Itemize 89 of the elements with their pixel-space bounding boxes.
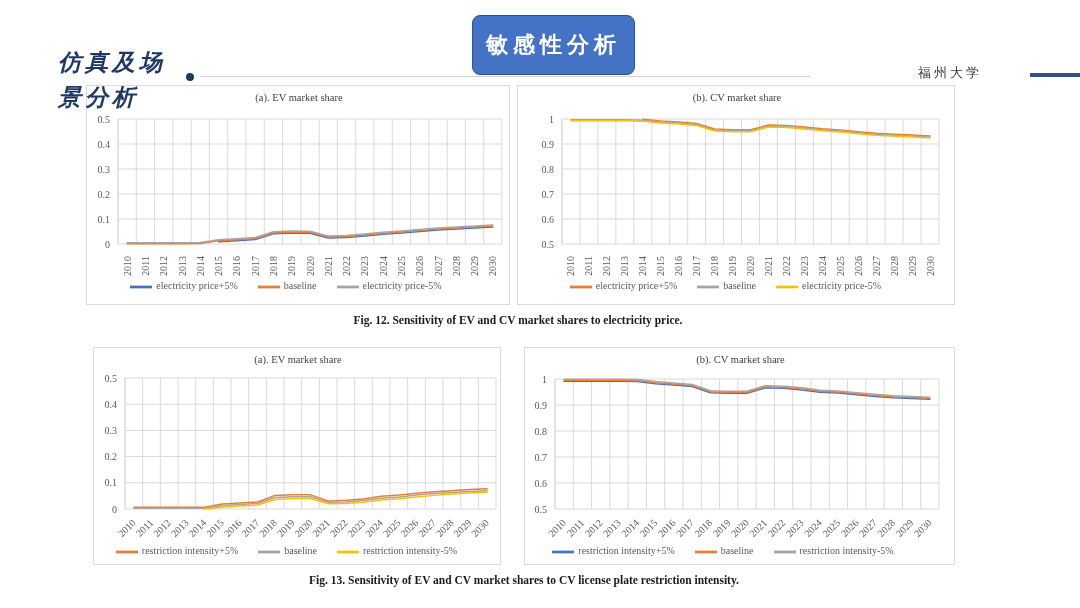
legend-label: electricity price+5% xyxy=(156,280,238,292)
y-tick-label: 1 xyxy=(542,373,547,385)
y-tick-label: 0.9 xyxy=(534,399,547,411)
legend-label: baseline xyxy=(283,280,317,292)
x-tick-label: 2013 xyxy=(176,256,188,276)
line-series xyxy=(642,118,931,137)
line-series xyxy=(203,491,488,510)
legend-label: restriction intensity+5% xyxy=(578,545,675,557)
y-tick-label: 0.7 xyxy=(534,451,547,463)
caption: Fig. 12. Sensitivity of EV and CV market shares to electricity price. xyxy=(352,314,684,326)
y-tick-label: 0.5 xyxy=(97,113,110,125)
x-tick-label: 2022 xyxy=(780,256,792,276)
x-tick-label: 2017 xyxy=(249,256,261,276)
x-tick-label: 2028 xyxy=(888,256,900,276)
x-tick-label: 2016 xyxy=(673,256,685,276)
y-tick-label: 0.1 xyxy=(97,213,110,225)
x-tick-label: 2012 xyxy=(158,256,170,276)
x-tick-label: 2015 xyxy=(213,256,225,276)
legend-label: baseline xyxy=(720,545,754,557)
x-tick-label: 2025 xyxy=(834,256,846,276)
x-tick-label: 2027 xyxy=(870,256,882,276)
legend-label: restriction intensity-5% xyxy=(363,545,458,557)
y-tick-label: 0.3 xyxy=(104,424,117,436)
y-tick-label: 0.5 xyxy=(534,503,547,515)
y-tick-label: 0.4 xyxy=(104,398,117,410)
y-tick-label: 0.1 xyxy=(104,477,117,489)
x-tick-label: 2015 xyxy=(655,256,667,276)
x-tick-label: 2017 xyxy=(691,256,703,276)
y-tick-label: 0.9 xyxy=(541,138,554,150)
legend-label: electricity price-5% xyxy=(802,280,882,292)
x-tick-label: 2019 xyxy=(286,256,298,276)
x-tick-label: 2026 xyxy=(852,256,864,276)
x-tick-label: 2019 xyxy=(727,256,739,276)
y-tick-label: 0 xyxy=(112,503,117,515)
x-tick-label: 2022 xyxy=(341,256,353,276)
legend-label: restriction intensity+5% xyxy=(141,545,239,557)
y-tick-label: 0.8 xyxy=(534,425,547,437)
x-tick-label: 2023 xyxy=(798,256,810,276)
x-tick-label: 2014 xyxy=(194,256,206,276)
chart-title: (a). EV market share xyxy=(253,354,343,365)
text: 仿真及场景分析 xyxy=(58,47,167,112)
x-tick-label: 2023 xyxy=(359,256,371,276)
legend-label: restriction intensity-5% xyxy=(799,545,894,557)
chart-title: (a). EV market share xyxy=(255,92,343,103)
legend-label: electricity price-5% xyxy=(362,280,442,292)
x-tick-label: 2010 xyxy=(565,256,577,276)
legend-label: baseline xyxy=(284,545,318,557)
x-tick-label: 2025 xyxy=(395,256,407,276)
x-tick-label: 2030 xyxy=(487,256,499,276)
x-tick-label: 2026 xyxy=(414,256,426,276)
x-tick-label: 2027 xyxy=(432,256,444,276)
x-tick-label: 2010 xyxy=(121,256,133,276)
y-tick-label: 0.6 xyxy=(534,477,547,489)
x-tick-label: 2012 xyxy=(601,256,613,276)
legend-label: electricity price+5% xyxy=(595,280,678,292)
legend-label: baseline xyxy=(723,280,757,292)
y-tick-label: 0.5 xyxy=(104,372,117,384)
y-tick-label: 0.7 xyxy=(541,188,554,200)
chart-title: (b). CV market share xyxy=(691,92,783,103)
y-tick-label: 0.2 xyxy=(97,188,110,200)
x-tick-label: 2021 xyxy=(762,256,774,276)
y-tick-label: 0.5 xyxy=(541,238,554,250)
x-tick-label: 2028 xyxy=(450,256,462,276)
x-tick-label: 2029 xyxy=(906,256,918,276)
x-tick-label: 2016 xyxy=(231,256,243,276)
chart-title: (b). CV market share xyxy=(695,354,786,365)
y-tick-label: 1 xyxy=(549,113,554,125)
x-tick-label: 2021 xyxy=(322,256,334,276)
y-tick-label: 0 xyxy=(105,238,110,250)
x-tick-label: 2018 xyxy=(267,256,279,276)
x-tick-label: 2011 xyxy=(139,256,151,276)
x-tick-label: 2030 xyxy=(924,256,936,276)
x-tick-label: 2020 xyxy=(304,256,316,276)
x-tick-label: 2024 xyxy=(816,256,828,276)
y-tick-label: 0.4 xyxy=(97,138,110,150)
x-tick-label: 2014 xyxy=(637,256,649,276)
x-tick-label: 2011 xyxy=(583,256,595,276)
x-tick-label: 2029 xyxy=(469,256,481,276)
caption: Fig. 13. Sensitivity of EV and CV market shares to CV license plate restriction intensity. xyxy=(308,574,740,586)
x-tick-label: 2018 xyxy=(709,256,721,276)
x-tick-label: 2020 xyxy=(745,256,756,276)
y-tick-label: 0.6 xyxy=(541,213,554,225)
x-tick-label: 2013 xyxy=(619,256,631,276)
line-series xyxy=(217,226,494,243)
text: 福州大学 xyxy=(918,64,983,82)
y-tick-label: 0.2 xyxy=(104,451,117,463)
y-tick-label: 0.3 xyxy=(97,163,110,175)
x-tick-label: 2024 xyxy=(377,256,389,276)
y-tick-label: 0.8 xyxy=(541,163,554,175)
